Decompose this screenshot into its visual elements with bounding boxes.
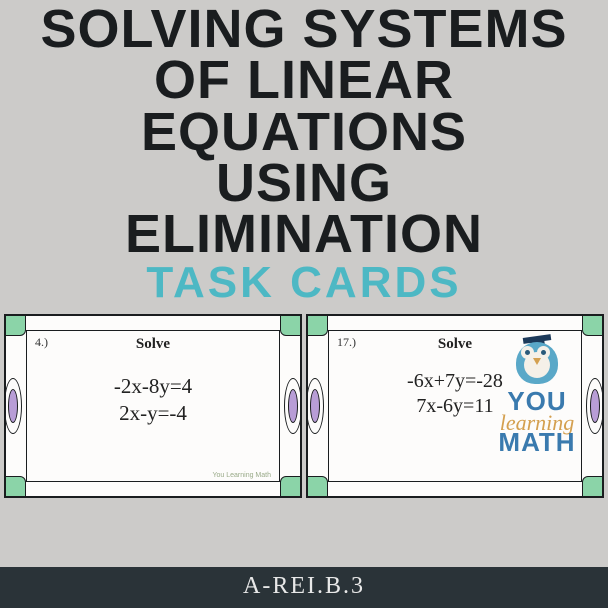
card-corner (280, 314, 302, 336)
title-block: SOLVING SYSTEMS OF LINEAR EQUATIONS USIN… (0, 0, 608, 260)
card-corner (582, 476, 604, 498)
card-side-decor (306, 378, 324, 434)
card-corner (280, 476, 302, 498)
card-corner (4, 314, 26, 336)
subtitle: TASK CARDS (0, 258, 608, 308)
card-corner (306, 314, 328, 336)
standard-code-footer: A-REI.B.3 (0, 567, 608, 608)
product-cover: SOLVING SYSTEMS OF LINEAR EQUATIONS USIN… (0, 0, 608, 608)
brand-logo: YOU learning MATH (478, 328, 596, 454)
owl-icon (507, 328, 567, 388)
card-instruction: Solve (35, 336, 271, 353)
equation-1: -2x-8y=4 (35, 373, 271, 399)
card-corner (4, 476, 26, 498)
card-corner (306, 476, 328, 498)
card-side-decor (4, 378, 22, 434)
equation-2: 2x-y=-4 (35, 400, 271, 426)
title-line-2: OF LINEAR (10, 55, 598, 106)
card-inner: 4.) Solve -2x-8y=4 2x-y=-4 You Learning … (26, 330, 280, 482)
title-line-5: ELIMINATION (10, 209, 598, 260)
card-side-decor (284, 378, 302, 434)
logo-text-math: MATH (478, 431, 596, 454)
card-equations: -2x-8y=4 2x-y=-4 (35, 373, 271, 426)
title-line-4: USING (10, 158, 598, 209)
task-card-4: 4.) Solve -2x-8y=4 2x-y=-4 You Learning … (4, 314, 302, 498)
cards-wrapper: 4.) Solve -2x-8y=4 2x-y=-4 You Learning … (0, 308, 608, 498)
title-line-1: SOLVING SYSTEMS (10, 4, 598, 55)
card-watermark: You Learning Math (212, 472, 271, 479)
title-line-3: EQUATIONS (10, 107, 598, 158)
